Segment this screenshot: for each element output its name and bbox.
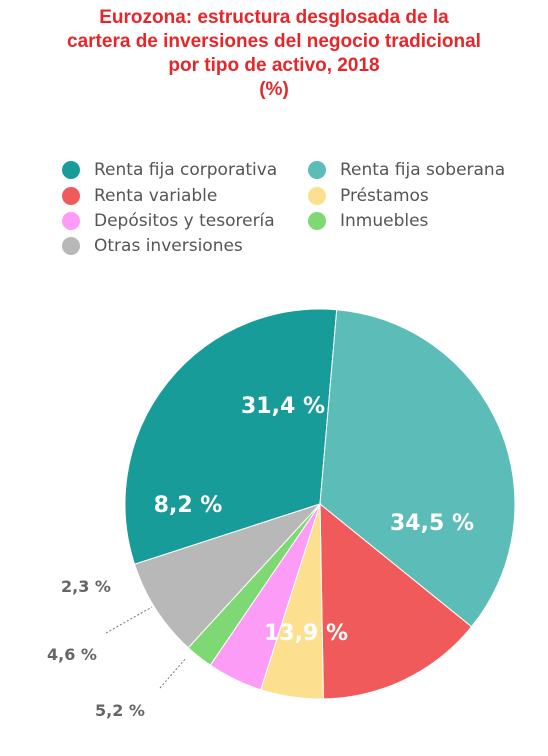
legend-item-otras-inversiones: Otras inversiones	[62, 236, 243, 256]
legend-item-prestamos: Préstamos	[308, 186, 429, 206]
title-line-3: por tipo de activo, 2018	[168, 55, 380, 76]
legend-swatch	[62, 161, 80, 179]
data-label-prestamos: 5,2 %	[95, 701, 145, 720]
legend-swatch	[308, 187, 326, 205]
legend-swatch	[308, 212, 326, 230]
data-label-otras-inversiones: 8,2 %	[154, 493, 223, 518]
pie-slice-renta-variable	[319, 502, 473, 700]
legend-swatch	[62, 237, 80, 255]
legend-swatch	[62, 212, 80, 230]
legend-label: Renta variable	[94, 186, 218, 206]
legend-label: Depósitos y tesorería	[94, 211, 275, 231]
leader-line-depositos-y-tesoreria	[105, 606, 153, 634]
legend: Renta fija corporativa Renta fija sobera…	[0, 0, 548, 260]
data-label-renta-fija-soberana: 34,5 %	[390, 511, 474, 536]
legend-item-inmuebles: Inmuebles	[308, 211, 428, 231]
legend-label: Inmuebles	[340, 211, 429, 231]
title-line-2: cartera de inversiones del negocio tradi…	[67, 31, 481, 52]
data-label-depositos-y-tesoreria: 4,6 %	[47, 645, 97, 664]
pie-slice-renta-fija-corporativa	[124, 308, 338, 565]
legend-item-renta-fija-corporativa: Renta fija corporativa	[62, 160, 277, 180]
pie-slice-renta-fija-soberana	[319, 309, 516, 628]
legend-item-renta-fija-soberana: Renta fija soberana	[308, 160, 505, 180]
title-line-1: Eurozona: estructura desglosada de la	[99, 7, 449, 28]
legend-label: Otras inversiones	[94, 236, 243, 256]
legend-item-renta-variable: Renta variable	[62, 186, 217, 206]
legend-label: Renta fija corporativa	[94, 160, 278, 180]
title-unit: (%)	[259, 79, 289, 100]
legend-swatch	[62, 187, 80, 205]
leader-line-prestamos	[159, 657, 187, 689]
legend-label: Renta fija soberana	[340, 160, 506, 180]
legend-item-depositos-y-tesoreria: Depósitos y tesorería	[62, 211, 275, 231]
pie-slice-otras-inversiones	[133, 502, 322, 649]
data-label-inmuebles: 2,3 %	[61, 577, 111, 596]
chart-title: Eurozona: estructura desglosada de la ca…	[0, 6, 548, 102]
legend-label: Préstamos	[340, 186, 429, 206]
data-label-renta-fija-corporativa: 31,4 %	[241, 394, 325, 419]
data-label-renta-variable: 13,9 %	[264, 621, 348, 646]
legend-swatch	[308, 161, 326, 179]
